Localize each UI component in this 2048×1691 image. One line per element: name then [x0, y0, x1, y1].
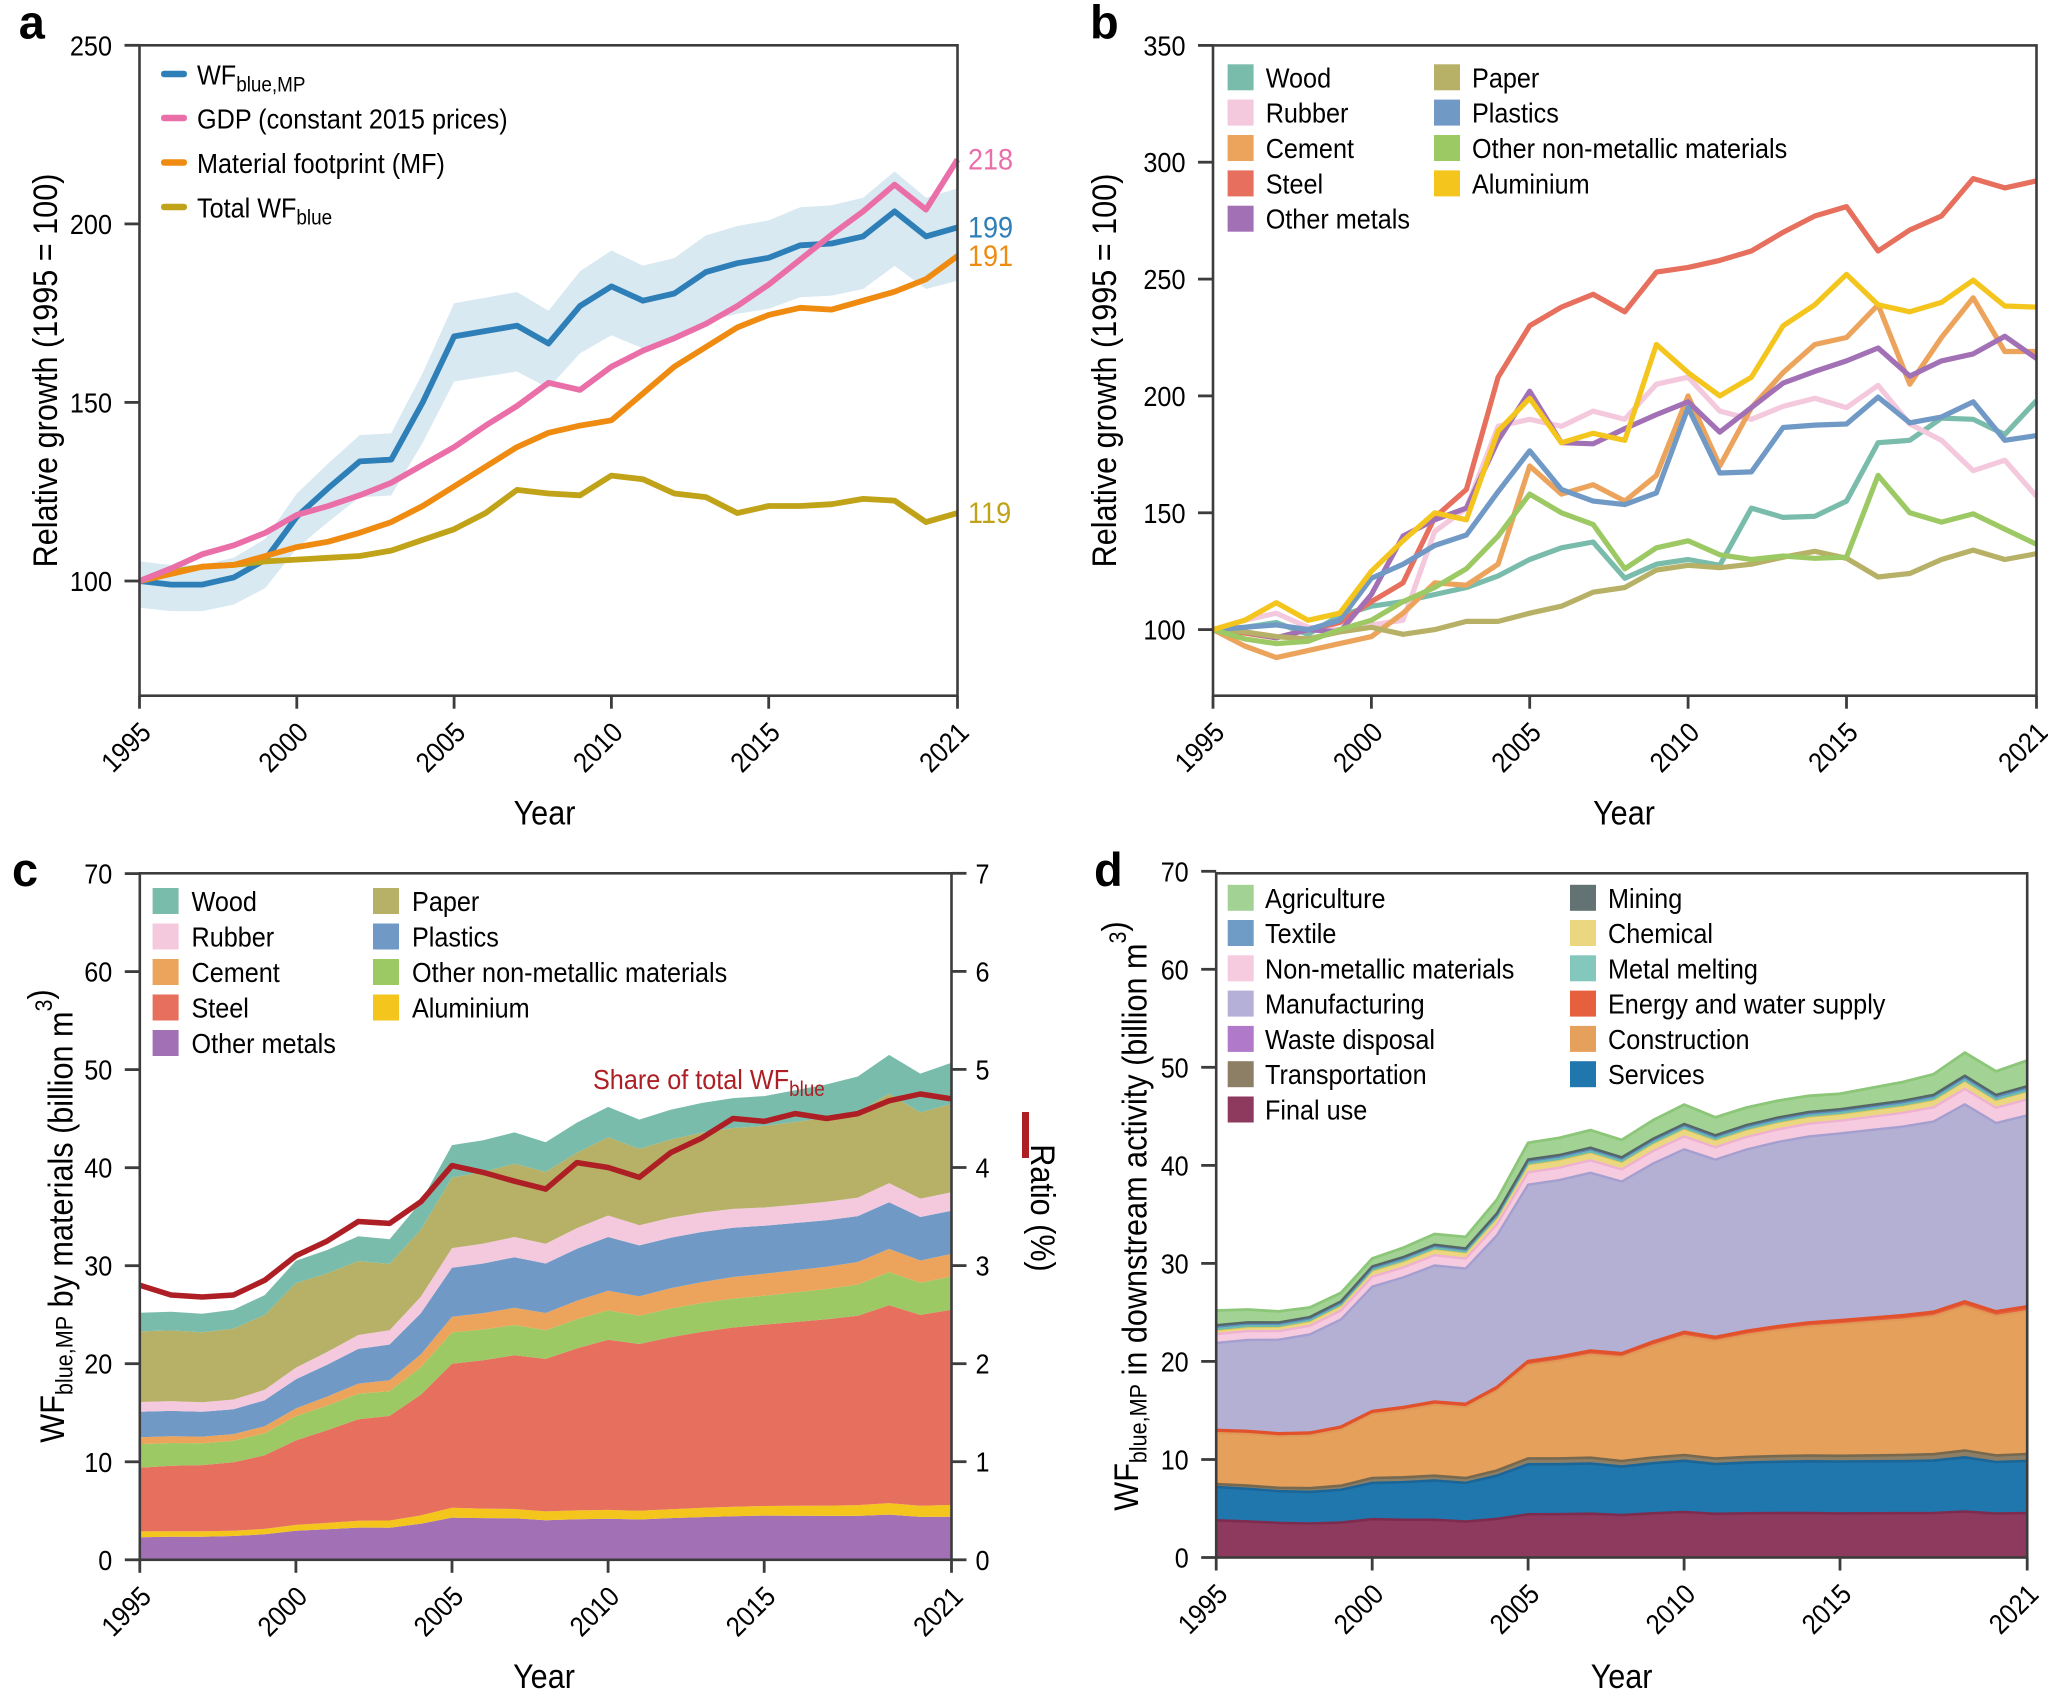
svg-text:6: 6	[976, 956, 990, 987]
svg-text:Chemical: Chemical	[1608, 918, 1713, 949]
svg-text:60: 60	[1161, 954, 1189, 985]
svg-text:250: 250	[70, 30, 112, 61]
svg-text:Manufacturing: Manufacturing	[1265, 989, 1425, 1020]
svg-text:50: 50	[84, 1055, 112, 1086]
svg-text:Year: Year	[1591, 1658, 1653, 1691]
svg-text:0: 0	[98, 1545, 112, 1576]
svg-text:2: 2	[976, 1349, 990, 1380]
svg-text:60: 60	[84, 957, 112, 988]
svg-text:40: 40	[1161, 1150, 1189, 1181]
svg-text:Material footprint (MF): Material footprint (MF)	[197, 148, 445, 179]
svg-text:Ratio (%): Ratio (%)	[1023, 1144, 1061, 1272]
svg-text:Energy and water supply: Energy and water supply	[1608, 989, 1885, 1020]
svg-text:191: 191	[968, 240, 1013, 273]
svg-text:Steel: Steel	[192, 993, 249, 1024]
svg-text:50: 50	[1161, 1052, 1189, 1083]
svg-text:40: 40	[84, 1153, 112, 1184]
svg-text:30: 30	[84, 1251, 112, 1282]
svg-text:119: 119	[968, 497, 1011, 530]
svg-text:Transportation: Transportation	[1265, 1059, 1427, 1090]
svg-text:Wood: Wood	[1266, 62, 1331, 93]
svg-text:20: 20	[1161, 1346, 1189, 1377]
svg-text:Services: Services	[1608, 1059, 1705, 1090]
svg-text:Year: Year	[1593, 795, 1655, 833]
svg-text:150: 150	[70, 387, 112, 418]
svg-text:Plastics: Plastics	[1472, 98, 1559, 129]
svg-text:199: 199	[968, 211, 1013, 244]
svg-text:350: 350	[1143, 30, 1185, 61]
svg-text:Cement: Cement	[192, 957, 280, 988]
svg-text:Rubber: Rubber	[192, 922, 275, 953]
svg-text:150: 150	[1143, 498, 1185, 529]
svg-text:Total WFblue: Total WFblue	[197, 193, 332, 230]
svg-text:100: 100	[1143, 615, 1185, 646]
svg-text:Final use: Final use	[1265, 1095, 1367, 1126]
svg-text:Textile: Textile	[1265, 918, 1336, 949]
svg-text:c: c	[12, 843, 38, 896]
svg-text:Metal melting: Metal melting	[1608, 953, 1758, 984]
svg-text:20: 20	[84, 1349, 112, 1380]
svg-text:7: 7	[976, 858, 990, 889]
svg-text:Relative growth (1995 = 100): Relative growth (1995 = 100)	[27, 174, 65, 568]
svg-text:200: 200	[70, 209, 112, 240]
svg-text:Non-metallic materials: Non-metallic materials	[1265, 953, 1514, 984]
svg-text:200: 200	[1143, 381, 1185, 412]
svg-text:Other non-metallic materials: Other non-metallic materials	[1472, 133, 1787, 164]
svg-text:3: 3	[976, 1251, 990, 1282]
svg-text:10: 10	[1161, 1445, 1189, 1476]
svg-text:250: 250	[1143, 264, 1185, 295]
svg-text:Mining: Mining	[1608, 883, 1682, 914]
svg-text:d: d	[1094, 843, 1123, 896]
svg-text:Wood: Wood	[192, 886, 257, 917]
svg-text:Relative growth (1995 = 100): Relative growth (1995 = 100)	[1086, 174, 1124, 568]
svg-text:Aluminium: Aluminium	[412, 993, 530, 1024]
svg-text:WFblue,MP in downstream activi: WFblue,MP in downstream activity (billio…	[1096, 921, 1155, 1510]
svg-text:Share of total WFblue: Share of total WFblue	[593, 1064, 825, 1101]
svg-text:Paper: Paper	[412, 886, 479, 917]
svg-text:Other metals: Other metals	[1266, 204, 1410, 235]
svg-text:WFblue,MP by materials (billio: WFblue,MP by materials (billion m3)	[22, 989, 81, 1442]
svg-text:Year: Year	[514, 795, 576, 833]
svg-text:Plastics: Plastics	[412, 922, 499, 953]
svg-text:Rubber: Rubber	[1266, 98, 1349, 129]
svg-text:Other non-metallic materials: Other non-metallic materials	[412, 957, 727, 988]
svg-text:WFblue,MP: WFblue,MP	[197, 60, 306, 97]
svg-text:Construction: Construction	[1608, 1024, 1750, 1055]
svg-text:4: 4	[976, 1153, 990, 1184]
svg-text:Agriculture: Agriculture	[1265, 883, 1386, 914]
svg-text:a: a	[19, 0, 46, 48]
svg-text:100: 100	[70, 566, 112, 597]
svg-text:30: 30	[1161, 1248, 1189, 1279]
svg-text:Aluminium: Aluminium	[1472, 168, 1590, 199]
svg-text:10: 10	[84, 1447, 112, 1478]
svg-text:5: 5	[976, 1054, 990, 1085]
svg-text:Paper: Paper	[1472, 62, 1539, 93]
svg-text:70: 70	[84, 859, 112, 890]
svg-text:300: 300	[1143, 147, 1185, 178]
svg-text:0: 0	[976, 1545, 990, 1576]
svg-text:Other metals: Other metals	[192, 1028, 336, 1059]
svg-text:70: 70	[1161, 856, 1189, 887]
svg-text:Steel: Steel	[1266, 168, 1323, 199]
svg-text:b: b	[1090, 0, 1119, 48]
svg-text:218: 218	[968, 144, 1013, 177]
svg-text:Waste disposal: Waste disposal	[1265, 1024, 1435, 1055]
svg-text:Year: Year	[513, 1658, 575, 1691]
svg-text:GDP (constant 2015 prices): GDP (constant 2015 prices)	[197, 104, 508, 135]
svg-text:0: 0	[1175, 1543, 1189, 1574]
svg-text:1: 1	[976, 1447, 990, 1478]
svg-text:Cement: Cement	[1266, 133, 1354, 164]
